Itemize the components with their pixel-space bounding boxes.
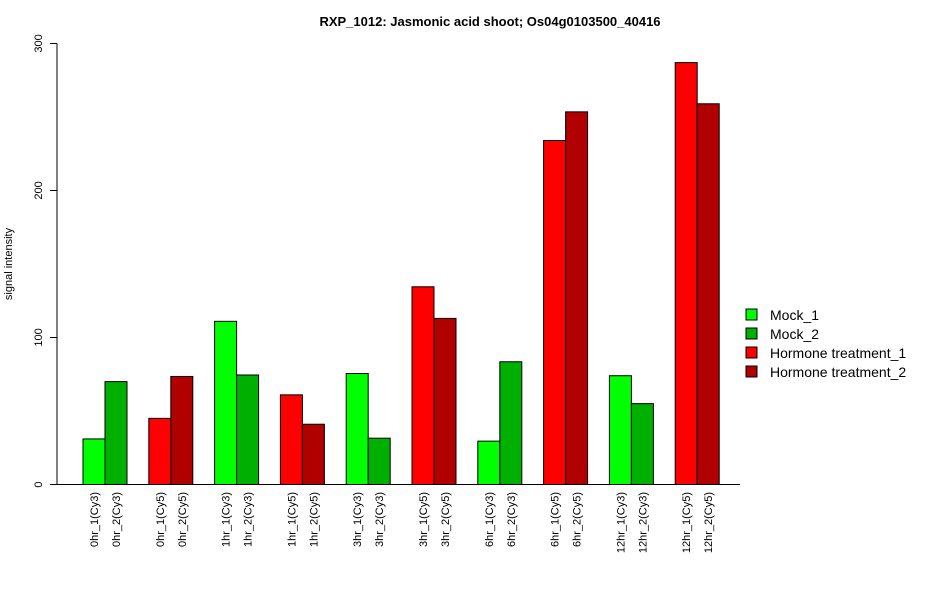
x-tick-label: 1hr_2(Cy5) [308, 492, 320, 547]
bar [565, 111, 589, 485]
legend-label: Hormone treatment_2 [770, 364, 906, 380]
legend-label: Mock_1 [770, 307, 819, 323]
y-tick-label: 0 [33, 481, 45, 487]
bar [477, 440, 501, 486]
x-tick-label: 1hr_1(Cy3) [221, 492, 233, 547]
x-tick-label: 6hr_2(Cy3) [506, 492, 518, 547]
x-tick-label: 0hr_2(Cy3) [111, 492, 123, 547]
x-tick-label: 3hr_1(Cy3) [352, 492, 364, 547]
legend-label: Mock_2 [770, 326, 819, 342]
legend-swatch [745, 327, 758, 340]
bar [279, 394, 303, 485]
x-tick-label: 12hr_2(Cy5) [703, 492, 715, 553]
x-tick-label: 6hr_1(Cy5) [550, 492, 562, 547]
y-tick-label: 300 [33, 34, 45, 52]
bar [148, 417, 172, 486]
bar [301, 423, 325, 486]
x-tick-label: 1hr_1(Cy5) [286, 492, 298, 547]
bar [236, 374, 260, 485]
chart-title: RXP_1012: Jasmonic acid shoot; Os04g0103… [319, 14, 660, 29]
bar [345, 373, 369, 486]
bar [433, 317, 457, 486]
x-tick-label: 0hr_1(Cy3) [89, 492, 101, 547]
bar [608, 375, 632, 485]
bar [674, 62, 698, 486]
bar [367, 437, 391, 486]
y-tick-label: 200 [33, 181, 45, 199]
x-tick-label: 0hr_1(Cy5) [155, 492, 167, 547]
x-tick-label: 12hr_1(Cy5) [681, 492, 693, 553]
legend-swatch [745, 346, 758, 359]
x-tick-labels: 0hr_1(Cy3) 0hr_2(Cy3) 0hr_1(Cy5) 0hr_2(Cy5)… [89, 492, 715, 553]
x-tick-label: 12hr_2(Cy3) [637, 492, 649, 553]
y-axis-label: signal intensity [3, 227, 15, 300]
bar [170, 375, 194, 485]
x-tick-label: 6hr_2(Cy5) [572, 492, 584, 547]
x-tick-label: 1hr_2(Cy3) [243, 492, 255, 547]
legend-label: Hormone treatment_1 [770, 345, 906, 361]
bar [543, 140, 567, 486]
x-tick-label: 12hr_1(Cy3) [615, 492, 627, 553]
legend-swatch [745, 365, 758, 378]
x-tick-label: 3hr_1(Cy5) [418, 492, 430, 547]
bar [499, 361, 523, 486]
y-tick-label: 100 [33, 328, 45, 346]
legend-swatch [745, 308, 758, 321]
x-tick-label: 3hr_2(Cy3) [374, 492, 386, 547]
bar [82, 438, 106, 485]
bar [214, 320, 238, 485]
x-tick-label: 3hr_2(Cy5) [440, 492, 452, 547]
bar [104, 381, 128, 486]
bar [696, 103, 720, 486]
bars [82, 62, 720, 486]
x-tick-label: 0hr_2(Cy5) [177, 492, 189, 547]
legend: Mock_1 Mock_2 Hormone treatment_1 Hormone t… [745, 307, 906, 380]
bar [411, 286, 435, 485]
x-tick-label: 6hr_1(Cy3) [484, 492, 496, 547]
bar [630, 403, 654, 485]
